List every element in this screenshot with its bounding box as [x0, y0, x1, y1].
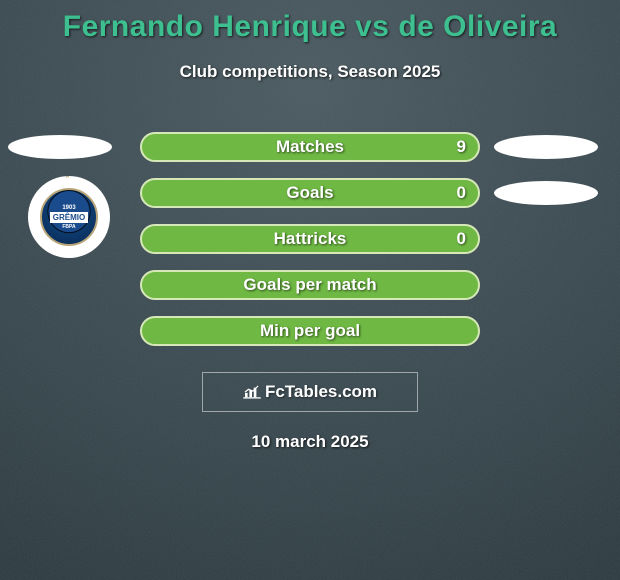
right-marker — [494, 135, 598, 159]
stat-value: 0 — [457, 229, 466, 249]
watermark-text: FcTables.com — [265, 382, 377, 402]
stat-label: Goals — [286, 183, 333, 203]
stat-row: Hattricks 0 — [0, 216, 620, 262]
stat-pill: Goals 0 — [140, 178, 480, 208]
stat-row: Goals per match — [0, 262, 620, 308]
stat-pill: Goals per match — [140, 270, 480, 300]
stat-label: Matches — [276, 137, 344, 157]
stat-pill: Hattricks 0 — [140, 224, 480, 254]
main-title: Fernando Henrique vs de Oliveira — [0, 10, 620, 44]
stat-row: Min per goal — [0, 308, 620, 354]
stat-value: 9 — [457, 137, 466, 157]
stat-label: Hattricks — [274, 229, 347, 249]
left-marker — [8, 135, 112, 159]
infographic-container: Fernando Henrique vs de Oliveira Club co… — [0, 0, 620, 580]
stats-chart: ★ ★ ★ 1903 GRÊMIO FBPA Matches9Goals0Hat… — [0, 124, 620, 364]
watermark: FcTables.com — [202, 372, 418, 412]
date-text: 10 march 2025 — [0, 432, 620, 452]
stat-pill: Min per goal — [140, 316, 480, 346]
stat-value: 0 — [457, 183, 466, 203]
subtitle: Club competitions, Season 2025 — [0, 62, 620, 82]
stat-pill: Matches 9 — [140, 132, 480, 162]
stat-label: Min per goal — [260, 321, 360, 341]
chart-icon — [243, 385, 261, 399]
stat-row: Matches 9 — [0, 124, 620, 170]
stat-row: Goals 0 — [0, 170, 620, 216]
stat-label: Goals per match — [243, 275, 376, 295]
right-marker — [494, 181, 598, 205]
